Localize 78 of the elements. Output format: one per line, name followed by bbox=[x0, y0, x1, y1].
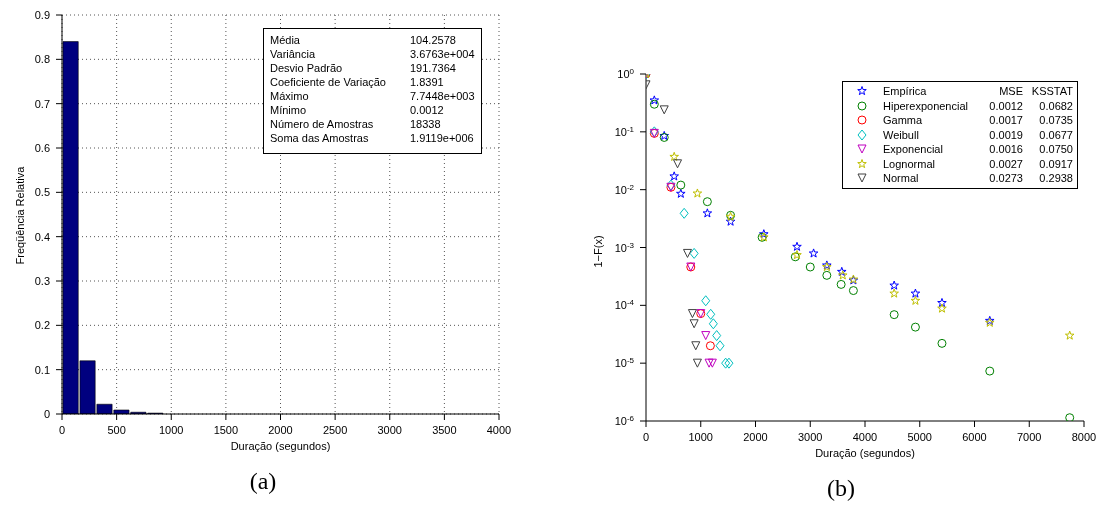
y-tick-label: 10$^{-1}$ bbox=[614, 124, 635, 138]
x-tick-label: 2000 bbox=[743, 431, 768, 443]
x-tick-label: 4000 bbox=[486, 424, 512, 436]
annotation: 0.0735 bbox=[1038, 113, 1073, 128]
annotation: 0.0027 bbox=[988, 156, 1023, 171]
legend-label: Gamma bbox=[883, 113, 924, 128]
annotation: 0.0917 bbox=[1038, 156, 1073, 171]
x-tick-label: 3000 bbox=[377, 424, 402, 436]
legend-label: Exponencial bbox=[883, 142, 944, 157]
annotation: Variância bbox=[270, 47, 317, 61]
y-tick-label: 0.1 bbox=[34, 363, 50, 376]
annotation: Número de Amostras bbox=[270, 117, 375, 131]
annotation: 3.6763e+004 bbox=[410, 47, 475, 61]
x-tick-label: 5000 bbox=[907, 431, 932, 443]
x-axis-title: Duração (segundos) bbox=[230, 440, 331, 452]
x-tick-label: 4000 bbox=[852, 431, 878, 443]
text: (b) bbox=[826, 475, 856, 502]
legend-label: Lognormal bbox=[883, 156, 936, 171]
y-tick-label: 0.4 bbox=[34, 230, 50, 243]
x-axis-title: Duração (segundos) bbox=[815, 447, 915, 459]
annotation: Média bbox=[270, 33, 301, 47]
y-tick-label: 10$^{-6}$ bbox=[614, 413, 635, 427]
annotation: Coeficiente de Variação bbox=[270, 75, 387, 89]
annotation: 0.0682 bbox=[1038, 98, 1073, 113]
legend-label: Normal bbox=[883, 171, 920, 186]
x-tick-label: 8000 bbox=[1071, 431, 1097, 443]
annotation: 0.0019 bbox=[988, 127, 1023, 142]
y-tick-label: 10$^{0}$ bbox=[617, 66, 635, 80]
y-tick-label: 0.2 bbox=[34, 319, 50, 332]
y-axis-title: 1−F(x) bbox=[591, 235, 604, 268]
annotation: 191.7364 bbox=[410, 61, 456, 75]
x-tick-label: 3500 bbox=[432, 424, 457, 436]
y-tick-label: 10$^{-2}$ bbox=[614, 182, 635, 196]
annotation: MSE bbox=[998, 84, 1023, 99]
annotation: Máximo bbox=[270, 89, 310, 103]
annotation: 7.7448e+003 bbox=[410, 89, 475, 103]
legend-label: Weibull bbox=[883, 127, 920, 142]
annotation: Mínimo bbox=[270, 103, 308, 117]
annotation: 0.2938 bbox=[1038, 171, 1073, 186]
annotation: 0.0750 bbox=[1038, 142, 1073, 157]
annotation: Soma das Amostras bbox=[270, 131, 370, 145]
x-tick-label: 7000 bbox=[1017, 431, 1042, 443]
y-tick-label: 10$^{-3}$ bbox=[614, 240, 635, 254]
annotation: Desvio Padrão bbox=[270, 61, 344, 75]
legend-label: Empírica bbox=[883, 84, 928, 99]
x-tick-label: 0 bbox=[642, 431, 650, 443]
y-tick-label: 0.7 bbox=[34, 97, 50, 110]
y-tick-label: 10$^{-5}$ bbox=[614, 355, 635, 370]
annotation: 1.9119e+006 bbox=[410, 131, 474, 145]
y-tick-label: 0 bbox=[43, 408, 50, 420]
y-tick-label: 0.8 bbox=[34, 53, 50, 66]
y-tick-label: 0.9 bbox=[34, 9, 50, 21]
annotation: 0.0273 bbox=[988, 171, 1023, 186]
annotation: 0.0012 bbox=[410, 103, 444, 117]
y-axis-title: Freqüência Relativa bbox=[13, 165, 26, 265]
annotation: 104.2578 bbox=[410, 33, 456, 47]
annotation: 0.0016 bbox=[988, 142, 1023, 157]
y-tick-label: 10$^{-4}$ bbox=[614, 297, 635, 312]
legend-label: Hiperexponencial bbox=[883, 98, 969, 113]
y-tick-label: 0.3 bbox=[34, 275, 50, 287]
annotation: 1.8391 bbox=[410, 75, 444, 89]
x-tick-label: 0 bbox=[58, 424, 66, 436]
x-tick-label: 500 bbox=[107, 424, 126, 436]
annotation: 0.0012 bbox=[988, 98, 1023, 113]
x-tick-label: 1500 bbox=[213, 424, 239, 436]
x-tick-label: 6000 bbox=[962, 431, 987, 443]
x-tick-label: 3000 bbox=[798, 431, 823, 443]
annotation: 0.0677 bbox=[1038, 127, 1073, 142]
annotation: KSSTAT bbox=[1030, 84, 1073, 99]
y-tick-label: 0.6 bbox=[34, 142, 50, 154]
x-tick-label: 1000 bbox=[688, 431, 713, 443]
x-tick-label: 2000 bbox=[268, 424, 293, 436]
x-tick-label: 1000 bbox=[159, 424, 184, 436]
annotation: 0.0017 bbox=[988, 113, 1023, 128]
annotation: 18338 bbox=[410, 117, 441, 131]
y-tick-label: 0.5 bbox=[34, 186, 50, 199]
text: (a) bbox=[248, 468, 278, 495]
x-tick-label: 2500 bbox=[322, 424, 348, 436]
